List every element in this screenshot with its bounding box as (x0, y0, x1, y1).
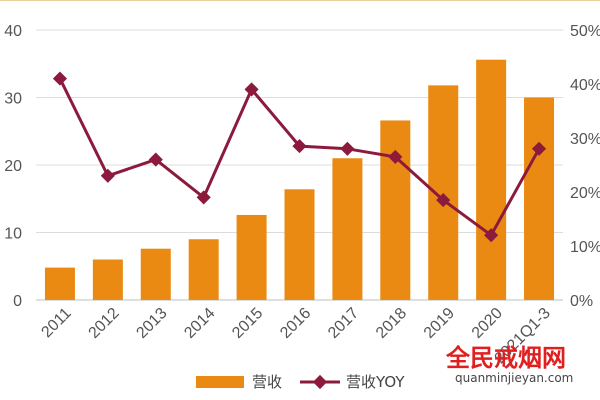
right-tick-label: 50% (570, 23, 600, 40)
right-tick-label: 20% (570, 185, 600, 202)
x-tick-label: 2020 (469, 305, 506, 342)
revenue-bar (140, 248, 171, 300)
left-tick-label: 30 (4, 91, 22, 108)
revenue-bar (92, 259, 123, 300)
revenue-bar (236, 214, 267, 300)
yoy-line (52, 71, 547, 243)
legend-line-marker (312, 374, 328, 390)
yoy-point (292, 139, 307, 154)
x-tick-label: 2014 (181, 305, 218, 342)
x-tick-label: 2018 (373, 305, 410, 342)
x-tick-label: 2016 (277, 305, 314, 342)
right-tick-label: 10% (570, 239, 600, 256)
legend-line-label: 营收YOY (346, 373, 405, 391)
left-tick-label: 40 (4, 23, 22, 40)
x-tick-label: 2017 (325, 305, 362, 342)
legend: 营收 营收YOY (196, 373, 405, 391)
watermark-title: 全民戒烟网 (445, 344, 566, 372)
yoy-point (388, 149, 403, 164)
right-tick-label: 30% (570, 131, 600, 148)
right-axis-ticks: 0% 10% 20% 30% 40% 50% (570, 23, 600, 310)
revenue-bar (188, 239, 219, 300)
yoy-point (436, 193, 451, 208)
left-tick-label: 0 (13, 293, 22, 310)
right-tick-label: 0% (570, 293, 593, 310)
x-tick-label: 2012 (86, 305, 123, 342)
yoy-point (531, 141, 547, 156)
revenue-bars (44, 59, 555, 301)
legend-bar-swatch (196, 376, 244, 388)
revenue-bar (380, 120, 411, 300)
x-tick-label: 2015 (229, 305, 266, 342)
watermark-url: quanminjieyan.com (455, 371, 573, 385)
x-axis-ticks: 2011 2012 2013 2014 2015 2016 2017 2018 2019 2020… (38, 305, 554, 367)
right-tick-label: 40% (570, 77, 600, 94)
x-tick-label: 2013 (133, 305, 170, 342)
revenue-bar (284, 189, 315, 300)
yoy-point (340, 141, 355, 156)
left-tick-label: 10 (4, 226, 22, 243)
revenue-bar (524, 97, 555, 300)
left-axis-ticks: 0 10 20 30 40 (4, 23, 22, 310)
revenue-bar (476, 59, 507, 301)
revenue-bar (44, 267, 75, 300)
yoy-point (52, 71, 68, 86)
revenue-bar (332, 158, 363, 300)
yoy-point (100, 168, 115, 183)
revenue-bar (428, 85, 459, 300)
legend-bar-label: 营收 (252, 373, 282, 391)
yoy-point (148, 152, 163, 167)
yoy-point (484, 228, 499, 243)
yoy-point (196, 190, 211, 205)
watermark: 全民戒烟网 quanminjieyan.com (445, 344, 573, 385)
x-tick-label: 2011 (38, 305, 74, 341)
left-tick-label: 20 (4, 158, 22, 175)
x-tick-label: 2019 (421, 305, 458, 342)
